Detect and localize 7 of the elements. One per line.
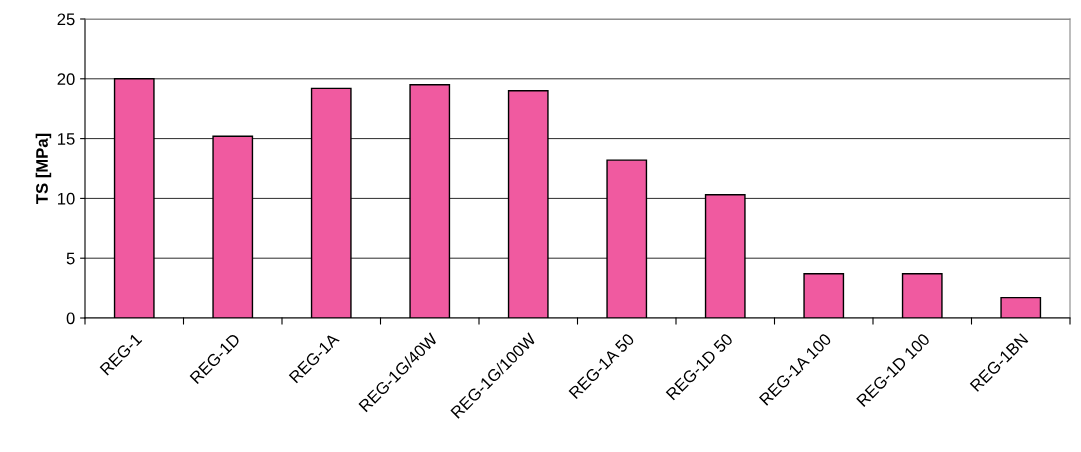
y-axis-title: TS [MPa] [35,133,52,204]
y-tick-label: 0 [66,312,75,325]
y-tick-label: 25 [57,13,75,26]
y-tick-label: 5 [66,252,75,265]
y-tick-label: 15 [58,133,75,145]
y-tick-label: 10 [58,192,75,205]
y-tick-label: 20 [57,73,75,85]
